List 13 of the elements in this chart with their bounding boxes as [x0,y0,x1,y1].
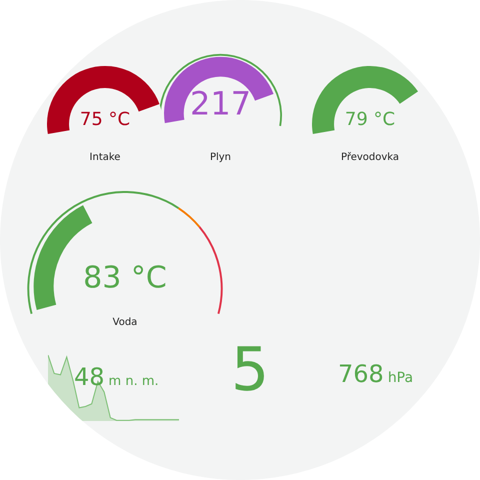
text: 768 [338,360,384,388]
text: Převodovka [340,152,400,163]
text: Intake [88,152,122,163]
text: hPa [388,370,414,386]
text: Voda [112,317,138,328]
text: 75 °C [80,108,130,130]
text: 83 °C [83,260,167,296]
text: Plyn [208,152,232,163]
text: 217 [190,84,252,122]
annotation: m n. m. [108,374,159,389]
text: 5 [231,335,270,405]
text: 79 °C [344,108,396,130]
annotation: 48 [74,363,105,391]
